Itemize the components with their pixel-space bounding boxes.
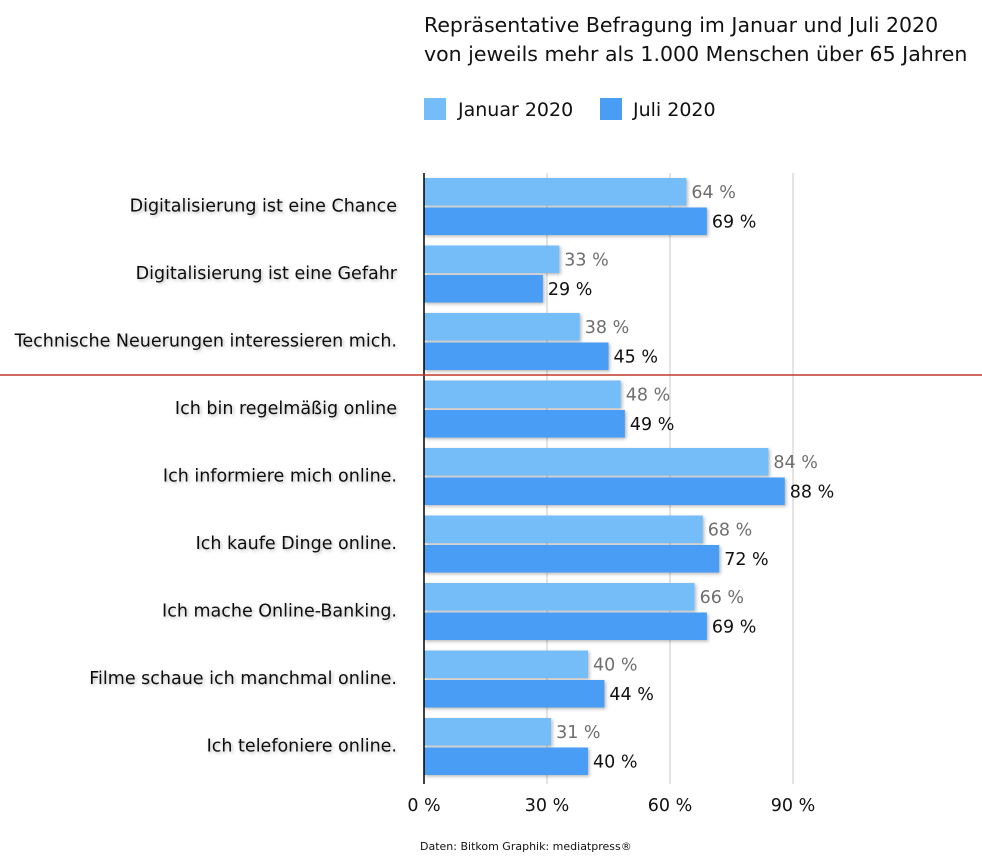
- bars: [424, 178, 785, 775]
- value-label-juli-7: 44 %: [609, 685, 653, 705]
- bar-juli-7: [424, 680, 605, 708]
- value-label-januar-1: 33 %: [564, 250, 608, 270]
- category-label-1: Digitalisierung ist eine Gefahr: [136, 264, 398, 284]
- category-label-3: Ich bin regelmäßig online: [175, 399, 397, 419]
- bar-juli-3: [424, 410, 625, 438]
- legend-label-juli: Juli 2020: [632, 99, 716, 121]
- bar-juli-0: [424, 207, 707, 235]
- value-label-juli-5: 72 %: [724, 550, 768, 570]
- bar-januar-0: [424, 178, 687, 206]
- bar-januar-4: [424, 448, 769, 476]
- bar-januar-2: [424, 313, 580, 341]
- value-label-juli-1: 29 %: [548, 280, 592, 300]
- value-label-januar-0: 64 %: [691, 183, 735, 203]
- bar-juli-1: [424, 275, 543, 303]
- bar-juli-5: [424, 545, 720, 573]
- bar-januar-3: [424, 380, 621, 408]
- legend-swatch-januar: [424, 98, 446, 120]
- value-label-januar-2: 38 %: [585, 318, 629, 338]
- value-label-januar-8: 31 %: [556, 723, 600, 743]
- value-label-januar-7: 40 %: [593, 655, 637, 675]
- value-label-juli-0: 69 %: [712, 212, 756, 232]
- bar-juli-2: [424, 342, 609, 370]
- x-axis-ticks: 0 % 30 % 60 % 90 %: [407, 796, 815, 816]
- category-labels: Digitalisierung ist eine Chance Digitalis…: [14, 197, 398, 757]
- value-labels: 64 % 69 % 33 % 29 % 38 % 45 % 48 % 49 % 84 % 88 %…: [548, 183, 834, 773]
- category-label-5: Ich kaufe Dinge online.: [196, 534, 397, 554]
- category-label-8: Ich telefoniere online.: [207, 737, 397, 757]
- value-label-juli-3: 49 %: [630, 415, 674, 435]
- bar-januar-6: [424, 583, 695, 611]
- x-tick-label-60: 60 %: [648, 796, 692, 816]
- value-label-januar-3: 48 %: [626, 385, 670, 405]
- x-tick-label-30: 30 %: [525, 796, 569, 816]
- bar-juli-4: [424, 477, 785, 505]
- category-label-6: Ich mache Online-Banking.: [162, 602, 397, 622]
- bar-juli-8: [424, 747, 588, 775]
- legend-swatch-juli: [600, 98, 622, 120]
- bar-januar-8: [424, 718, 552, 746]
- bar-juli-6: [424, 612, 707, 640]
- legend: Januar 2020 Juli 2020: [424, 98, 716, 121]
- value-label-januar-4: 84 %: [773, 453, 817, 473]
- value-label-januar-5: 68 %: [708, 520, 752, 540]
- value-label-juli-6: 69 %: [712, 617, 756, 637]
- x-tick-label-90: 90 %: [771, 796, 815, 816]
- category-label-0: Digitalisierung ist eine Chance: [130, 197, 397, 217]
- value-label-juli-4: 88 %: [790, 482, 834, 502]
- value-label-juli-2: 45 %: [614, 347, 658, 367]
- bar-januar-5: [424, 515, 703, 543]
- value-label-januar-6: 66 %: [700, 588, 744, 608]
- source-note: Daten: Bitkom Graphik: mediatpress®: [420, 840, 632, 853]
- bar-januar-1: [424, 245, 560, 273]
- category-label-4: Ich informiere mich online.: [163, 467, 397, 487]
- bar-januar-7: [424, 650, 588, 678]
- category-label-7: Filme schaue ich manchmal online.: [89, 669, 397, 689]
- legend-label-januar: Januar 2020: [457, 99, 573, 121]
- chart-title-line-1: Repräsentative Befragung im Januar und J…: [424, 13, 938, 37]
- x-tick-label-0: 0 %: [407, 796, 440, 816]
- category-label-2: Technische Neuerungen interessieren mich…: [14, 332, 397, 352]
- chart-title-line-2: von jeweils mehr als 1.000 Menschen über…: [424, 42, 967, 66]
- value-label-juli-8: 40 %: [593, 752, 637, 772]
